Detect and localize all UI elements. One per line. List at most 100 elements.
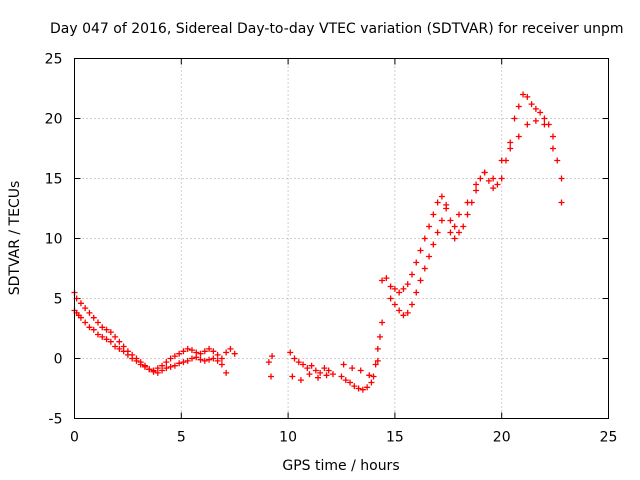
plot-frame <box>74 58 609 419</box>
data-point <box>103 336 110 343</box>
data-point <box>137 359 144 366</box>
data-point <box>214 351 221 358</box>
data-point <box>289 373 296 380</box>
data-point <box>297 377 304 384</box>
data-point <box>188 355 195 362</box>
data-point <box>197 356 204 363</box>
data-point <box>94 319 101 326</box>
data-point <box>218 355 225 362</box>
data-point <box>443 205 450 212</box>
data-point <box>107 329 114 336</box>
data-point <box>366 372 373 379</box>
data-point <box>477 175 484 182</box>
data-point <box>387 283 394 290</box>
data-point <box>549 133 556 140</box>
data-point <box>396 307 403 314</box>
data-point <box>391 285 398 292</box>
data-point <box>176 350 183 357</box>
y-tick-label: 25 <box>45 52 63 68</box>
data-point <box>532 117 539 124</box>
data-point <box>146 366 153 373</box>
data-point <box>90 314 97 321</box>
y-tick-label: -5 <box>49 412 63 428</box>
data-point <box>532 105 539 112</box>
data-point <box>112 333 119 340</box>
data-point <box>112 343 119 350</box>
data-point <box>315 374 322 381</box>
grid <box>74 58 609 419</box>
data-point <box>396 289 403 296</box>
data-point <box>357 367 364 374</box>
data-point <box>434 229 441 236</box>
data-point <box>306 371 313 378</box>
data-point <box>417 277 424 284</box>
data-point <box>223 369 230 376</box>
data-point <box>507 145 514 152</box>
data-point <box>400 312 407 319</box>
chart-title: Day 047 of 2016, Sidereal Day-to-day VTE… <box>50 21 624 37</box>
data-point <box>304 365 311 372</box>
data-point <box>554 157 561 164</box>
data-point <box>379 319 386 326</box>
data-point <box>171 362 178 369</box>
data-point <box>338 373 345 380</box>
y-tick-label: 0 <box>54 352 63 368</box>
data-point <box>323 372 330 379</box>
data-point <box>498 157 505 164</box>
data-point <box>374 345 381 352</box>
y-tick-label: 15 <box>45 172 63 188</box>
data-point <box>430 211 437 218</box>
data-point <box>141 362 148 369</box>
data-point <box>383 275 390 282</box>
data-point <box>351 383 358 390</box>
data-point <box>359 386 366 393</box>
data-point <box>537 109 544 116</box>
data-point <box>349 365 356 372</box>
data-point <box>206 345 213 352</box>
data-point <box>515 133 522 140</box>
data-point <box>372 361 379 368</box>
data-point <box>549 145 556 152</box>
y-tick-labels: -5 0 5 10 15 20 25 <box>45 52 63 428</box>
data-point <box>524 121 531 128</box>
data-point <box>421 265 428 272</box>
data-point <box>325 367 332 374</box>
data-point <box>541 115 548 122</box>
x-tick-label: 15 <box>386 430 404 446</box>
data-point <box>464 211 471 218</box>
data-point <box>340 361 347 368</box>
data-point <box>167 363 174 370</box>
data-point <box>404 281 411 288</box>
data-point <box>490 175 497 182</box>
data-point <box>265 359 272 366</box>
data-point <box>329 371 336 378</box>
data-point <box>116 345 123 352</box>
data-point <box>455 229 462 236</box>
data-point <box>287 349 294 356</box>
data-point <box>188 347 195 354</box>
data-point <box>364 384 371 391</box>
data-point <box>426 223 433 230</box>
data-point <box>150 368 157 375</box>
data-point <box>379 277 386 284</box>
data-point <box>227 345 234 352</box>
data-point <box>408 301 415 308</box>
data-point <box>167 355 174 362</box>
data-point <box>103 326 110 333</box>
x-tick-label: 5 <box>177 430 186 446</box>
x-tick-labels: 0 5 10 15 20 25 <box>70 430 617 446</box>
data-point <box>447 229 454 236</box>
data-point <box>347 379 354 386</box>
data-point <box>438 217 445 224</box>
data-point <box>421 235 428 242</box>
data-point <box>413 259 420 266</box>
y-tick-label: 20 <box>45 112 63 128</box>
data-point <box>408 271 415 278</box>
data-point <box>317 369 324 376</box>
data-point <box>116 338 123 345</box>
data-point <box>404 309 411 316</box>
y-tick-label: 5 <box>54 292 63 308</box>
data-point <box>86 324 93 331</box>
data-point <box>473 187 480 194</box>
